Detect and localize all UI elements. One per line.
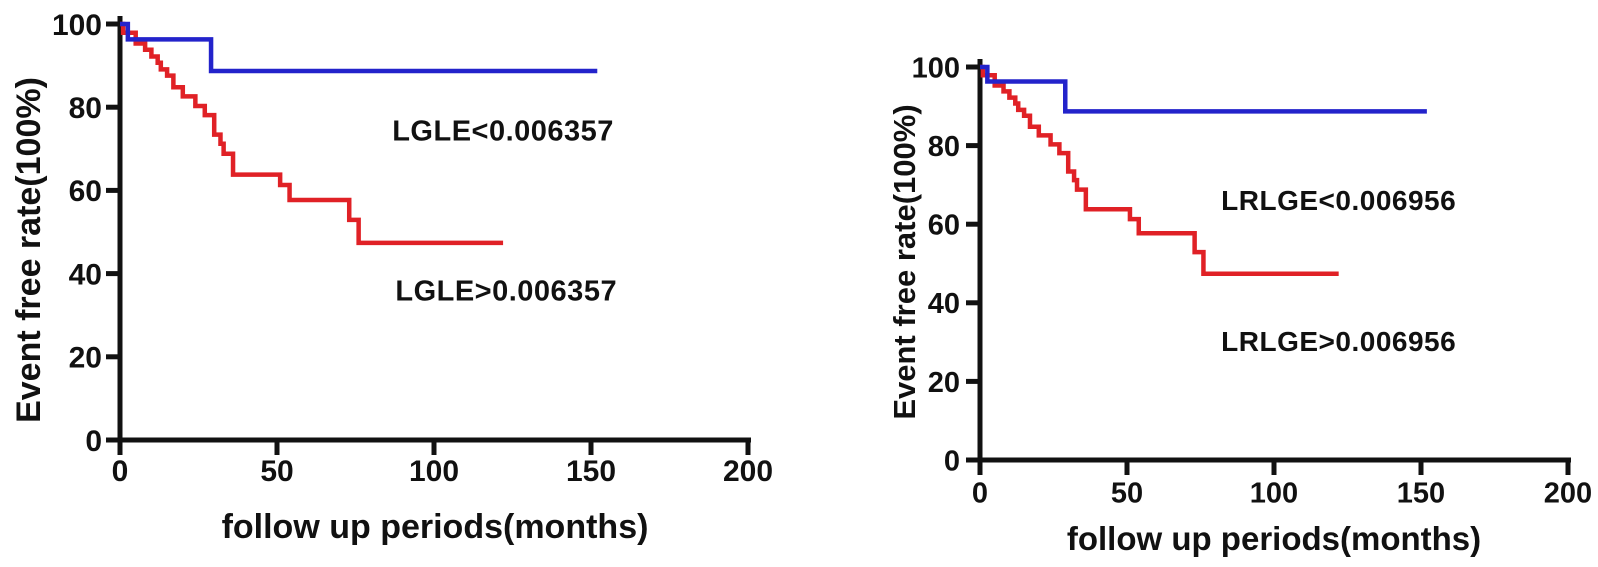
x-tick-label: 50 — [1111, 477, 1143, 509]
x-tick-label: 0 — [112, 455, 129, 488]
x-tick-label: 200 — [1544, 477, 1592, 509]
y-tick-label: 100 — [52, 9, 102, 42]
x-tick-label: 50 — [260, 455, 293, 488]
x-axis-title: follow up periods(months) — [1066, 520, 1482, 557]
x-tick-label: 150 — [1397, 477, 1445, 509]
y-tick-label: 100 — [912, 52, 960, 84]
x-tick-label: 150 — [566, 455, 616, 488]
x-tick-label: 0 — [972, 477, 988, 509]
km-curve-red — [980, 64, 1339, 276]
y-tick-label: 40 — [69, 258, 102, 291]
y-tick-label: 20 — [69, 342, 102, 375]
x-tick-label: 200 — [723, 455, 773, 488]
y-tick-label: 80 — [69, 92, 102, 125]
group-label-blue: LGLE<0.006357 — [392, 115, 614, 148]
km-curve-blue — [120, 21, 598, 74]
group-label-red: LRLGE>0.006956 — [1221, 326, 1457, 358]
km-curve-red — [120, 21, 504, 246]
km-curve-blue — [980, 64, 1427, 114]
x-tick-label: 100 — [1250, 477, 1298, 509]
y-tick-label: 80 — [928, 131, 960, 163]
y-tick-label: 60 — [928, 210, 960, 242]
y-axis-title: Event free rate(100%) — [887, 104, 922, 420]
x-axis-title: follow up periods(months) — [221, 508, 649, 546]
y-tick-label: 60 — [69, 175, 102, 208]
x-tick-label: 100 — [409, 455, 459, 488]
y-tick-label: 20 — [928, 367, 960, 399]
group-label-blue: LRLGE<0.006956 — [1221, 184, 1457, 216]
y-tick-label: 0 — [944, 445, 960, 477]
group-label-red: LGLE>0.006357 — [395, 275, 618, 308]
y-tick-label: 40 — [928, 288, 960, 320]
y-tick-label: 0 — [85, 425, 102, 458]
